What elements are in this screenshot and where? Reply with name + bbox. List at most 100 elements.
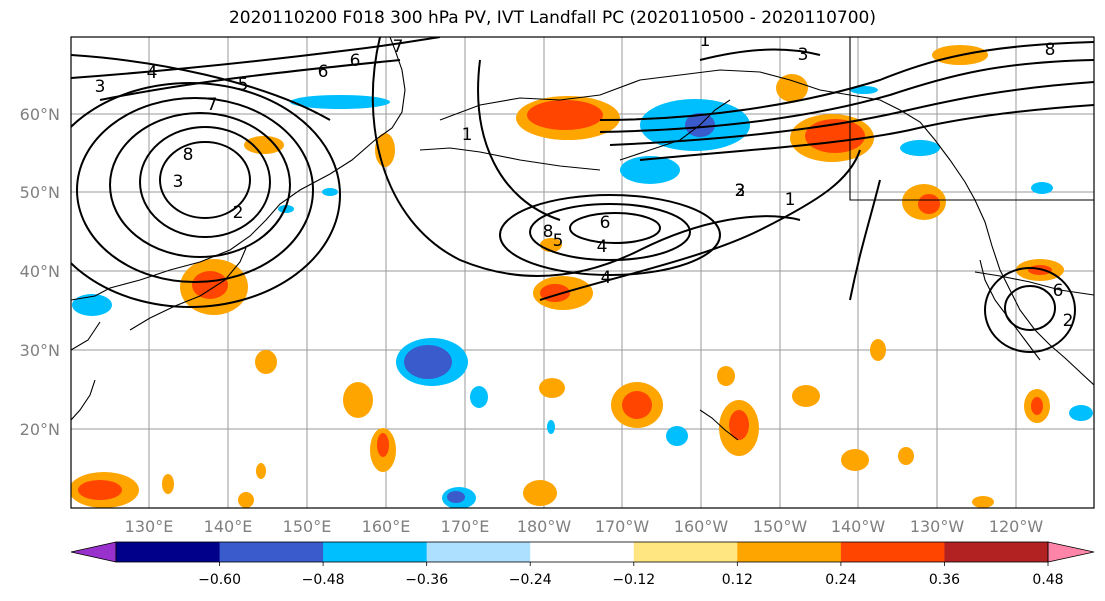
colorbar-tick-label: 0.24 <box>825 572 856 588</box>
lon-tick-label: 130°W <box>910 517 965 536</box>
pv-contour <box>499 194 721 276</box>
contour-label: 8 <box>1045 40 1056 60</box>
contour-label: 3 <box>735 181 746 201</box>
colorbar-segment <box>944 542 1049 562</box>
shade-positive <box>255 350 277 374</box>
pv-contour <box>699 48 821 61</box>
shade-positive <box>870 339 886 361</box>
colorbar-segment <box>219 542 324 562</box>
shade-negative <box>278 205 294 213</box>
colorbar-segment <box>633 542 738 562</box>
shade-negative <box>322 188 338 196</box>
contour-label: 4 <box>601 268 612 288</box>
pv-contour <box>529 203 691 261</box>
shade-negative <box>470 386 488 408</box>
lat-tick-label: 30°N <box>20 341 60 360</box>
pv-contour <box>539 149 861 301</box>
colorbar-tick-label: −0.48 <box>302 572 345 588</box>
shade-positive <box>244 136 284 154</box>
shade-strong-negative <box>404 345 452 379</box>
shade-positive <box>539 378 565 398</box>
colorbar-tick-label: −0.12 <box>612 572 655 588</box>
shade-strong-positive <box>622 391 652 419</box>
colorbar-segment <box>323 542 428 562</box>
shade-negative <box>620 156 680 184</box>
shade-strong-positive <box>377 433 389 457</box>
shade-strong-positive <box>527 100 603 130</box>
shade-negative <box>850 86 878 94</box>
contour-label: 6 <box>318 62 329 82</box>
shade-positive <box>162 474 174 494</box>
colorbar-tick-label: −0.36 <box>405 572 448 588</box>
shade-negative <box>900 140 940 156</box>
shade-negative <box>1031 182 1053 194</box>
shade-negative <box>72 294 112 316</box>
colorbar-tick-labels: −0.60 −0.48 −0.36 −0.24 −0.12 0.12 0.24 0.36 0.4… <box>198 562 1064 588</box>
contour-label: 1 <box>700 31 711 51</box>
contour-label: 6 <box>1053 281 1064 301</box>
shade-strong-positive <box>1031 397 1043 415</box>
contour-label: 7 <box>207 95 218 115</box>
colorbar-tick-label: −0.24 <box>509 572 552 588</box>
shade-positive <box>972 496 994 508</box>
lon-tick-label: 140°W <box>831 517 886 536</box>
colorbar-segment <box>426 542 531 562</box>
lat-tick-label: 40°N <box>20 262 60 281</box>
colorbar-segment <box>530 542 635 562</box>
baja-coast <box>979 259 1041 361</box>
pv-contour <box>1004 285 1056 331</box>
china-coast <box>71 379 96 421</box>
colorbar-extend-max <box>1047 541 1095 563</box>
colorbar-segment <box>840 542 945 562</box>
contour-label: 7 <box>393 37 404 57</box>
contour-label: 3 <box>798 45 809 65</box>
shade-positive <box>792 385 820 407</box>
pv-contour <box>599 59 1094 133</box>
latitude-labels: 60°N 50°N 40°N 30°N 20°N <box>20 105 60 439</box>
pv-contour <box>71 54 331 121</box>
colorbar-segment <box>116 542 221 562</box>
contour-label: 8 <box>543 222 554 242</box>
colorbar-tick-label: 0.36 <box>929 572 960 588</box>
pv-contour <box>599 41 1094 121</box>
contour-label: 6 <box>600 213 611 233</box>
chart-title: 2020110200 F018 300 hPa PV, IVT Landfall… <box>228 8 876 28</box>
contour-label: 3 <box>173 172 184 192</box>
contour-label: 1 <box>462 125 473 145</box>
contour-label: 8 <box>183 145 194 165</box>
lon-tick-label: 150°E <box>283 517 332 536</box>
shade-negative <box>290 95 390 109</box>
pv-contour <box>639 104 1094 161</box>
map-frame <box>70 36 1095 509</box>
contour-label: 4 <box>597 237 608 257</box>
pv-contour <box>71 37 441 79</box>
shade-strong-positive <box>729 410 749 440</box>
lon-tick-label: 130°E <box>125 517 174 536</box>
shade-positive <box>343 382 373 418</box>
shade-positive <box>717 366 735 386</box>
colorbar-tick-label: 0.48 <box>1032 572 1063 588</box>
longitude-labels: 130°E 140°E 150°E 160°E 170°E 180°W 170°W 160°W… <box>125 517 1044 536</box>
shade-positive <box>523 480 557 506</box>
pv-contour <box>76 97 314 283</box>
us-canada-border <box>849 37 1094 201</box>
korea-coast <box>71 321 101 351</box>
contour-label: 5 <box>553 231 564 251</box>
pv-contours <box>71 37 1094 353</box>
alaska-peninsula <box>619 99 731 161</box>
pv-contour <box>159 141 251 219</box>
shade-negative <box>1069 405 1093 421</box>
colorbar <box>70 541 1095 563</box>
contour-label: 2 <box>233 203 244 223</box>
lat-tick-label: 60°N <box>20 105 60 124</box>
shade-positive <box>256 463 266 479</box>
contour-label: 4 <box>147 63 158 83</box>
contour-label: 3 <box>95 77 106 97</box>
pv-contour <box>609 81 1094 146</box>
pv-contour <box>109 112 291 258</box>
contour-label: 1 <box>785 190 796 210</box>
lon-tick-label: 160°W <box>674 517 729 536</box>
shade-strong-positive <box>1028 265 1052 275</box>
contour-label: 2 <box>1063 311 1074 331</box>
colorbar-outline <box>115 541 1049 563</box>
